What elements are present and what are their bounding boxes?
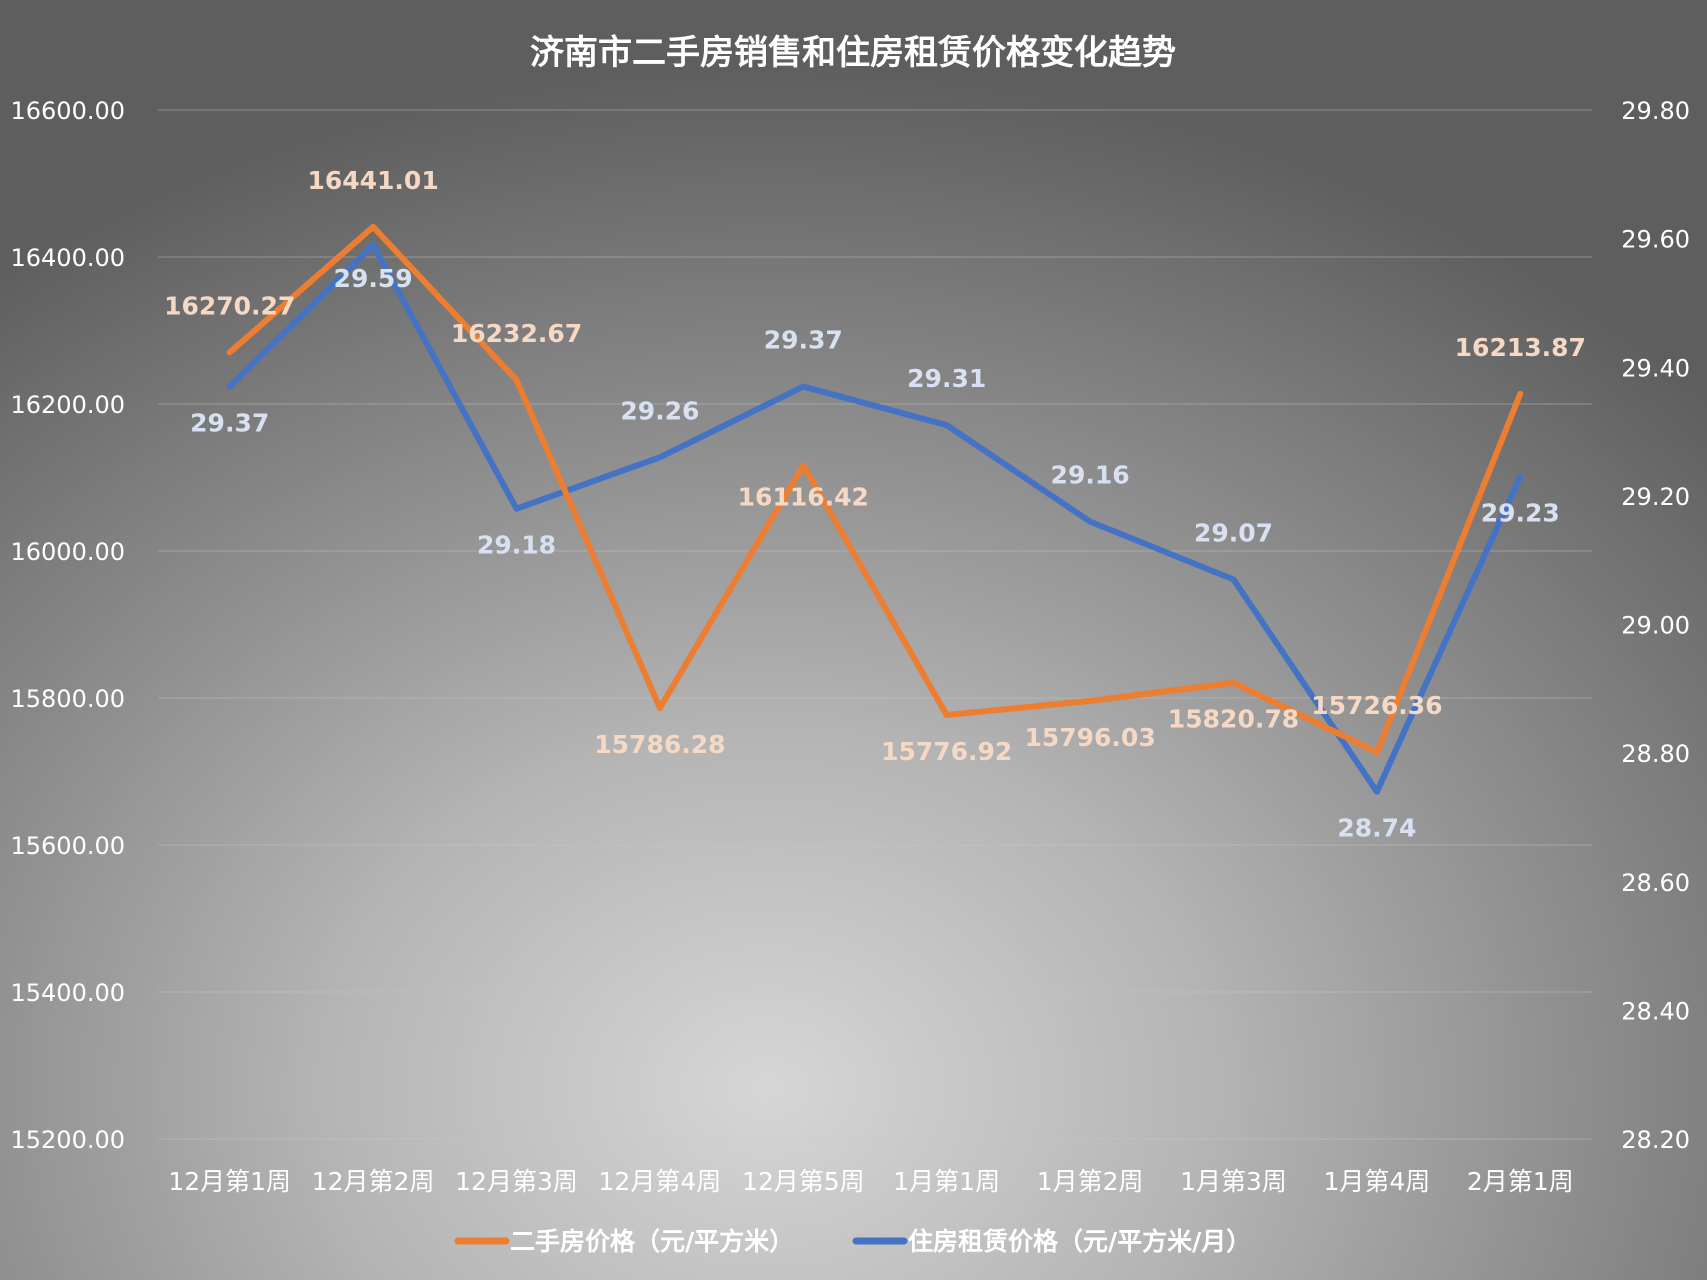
- data-label-secondhand-price: 16270.27: [164, 291, 295, 320]
- data-label-rental-price: 29.16: [1051, 461, 1130, 490]
- right-tick-label: 28.40: [1621, 997, 1690, 1025]
- left-tick-label: 16600.00: [10, 97, 125, 125]
- data-label-rental-price: 29.18: [477, 531, 556, 560]
- x-tick-label: 12月第2周: [312, 1167, 435, 1196]
- series-lines: [226, 223, 1524, 795]
- left-tick-label: 16000.00: [10, 538, 125, 566]
- right-tick-label: 28.60: [1621, 869, 1690, 897]
- data-label-rental-price: 29.26: [620, 396, 699, 425]
- left-tick-label: 15800.00: [10, 685, 125, 713]
- right-y-axis: 28.20 28.40 28.60 28.80 29.00 29.20 29.40 29.60…: [1621, 97, 1690, 1154]
- x-tick-label: 12月第3周: [455, 1167, 578, 1196]
- chart-title: 济南市二手房销售和住房租赁价格变化趋势: [530, 33, 1176, 73]
- legend-label-rental-price: 住房租赁价格（元/平方米/月）: [908, 1227, 1251, 1256]
- right-tick-label: 29.20: [1621, 483, 1690, 511]
- data-label-secondhand-price: 16441.01: [307, 166, 438, 195]
- x-tick-label: 1月第2周: [1037, 1167, 1144, 1196]
- x-tick-label: 12月第1周: [168, 1167, 291, 1196]
- data-label-secondhand-price: 15796.03: [1024, 723, 1155, 752]
- legend-label-secondhand-price: 二手房价格（元/平方米）: [510, 1227, 794, 1256]
- x-tick-label: 1月第1周: [893, 1167, 1000, 1196]
- data-label-rental-price: 29.59: [334, 264, 413, 293]
- data-label-rental-price: 29.23: [1481, 499, 1560, 528]
- left-y-axis: 15200.00 15400.00 15600.00 15800.00 16000.00…: [10, 97, 125, 1154]
- series-line-secondhand-price: [226, 223, 1524, 756]
- x-tick-label: 12月第5周: [742, 1167, 865, 1196]
- data-label-secondhand-price: 16232.67: [451, 319, 582, 348]
- right-tick-label: 29.00: [1621, 612, 1690, 640]
- x-tick-label: 1月第4周: [1323, 1167, 1430, 1196]
- right-tick-label: 29.60: [1621, 226, 1690, 254]
- left-tick-label: 15600.00: [10, 832, 125, 860]
- data-label-secondhand-price: 15786.28: [594, 730, 725, 759]
- right-tick-label: 28.20: [1621, 1126, 1690, 1154]
- data-label-secondhand-price: 15776.92: [881, 737, 1012, 766]
- left-tick-label: 15400.00: [10, 979, 125, 1007]
- right-tick-label: 29.80: [1621, 97, 1690, 125]
- data-labels: 16270.27 16441.01 16232.67 15786.28 16116.42…: [164, 166, 1586, 843]
- data-label-secondhand-price: 15820.78: [1168, 705, 1299, 734]
- x-tick-label: 1月第3周: [1180, 1167, 1287, 1196]
- x-tick-label: 12月第4周: [599, 1167, 722, 1196]
- series-line-rental-price: [226, 242, 1524, 795]
- left-tick-label: 16400.00: [10, 244, 125, 272]
- left-tick-label: 16200.00: [10, 391, 125, 419]
- data-label-rental-price: 29.37: [190, 409, 269, 438]
- data-label-rental-price: 28.74: [1337, 814, 1416, 843]
- left-tick-label: 15200.00: [10, 1126, 125, 1154]
- x-axis: 12月第1周 12月第2周 12月第3周 12月第4周 12月第5周 1月第1周 1月第2周…: [168, 1167, 1573, 1196]
- legend: 二手房价格（元/平方米） 住房租赁价格（元/平方米/月）: [454, 1227, 1251, 1256]
- data-label-secondhand-price: 16116.42: [738, 482, 869, 511]
- right-tick-label: 28.80: [1621, 740, 1690, 768]
- x-tick-label: 2月第1周: [1467, 1167, 1574, 1196]
- data-label-rental-price: 29.31: [907, 364, 986, 393]
- right-tick-label: 29.40: [1621, 354, 1690, 382]
- data-label-secondhand-price: 16213.87: [1455, 333, 1586, 362]
- data-label-rental-price: 29.37: [764, 326, 843, 355]
- data-label-secondhand-price: 15726.36: [1311, 691, 1442, 720]
- data-label-rental-price: 29.07: [1194, 518, 1273, 547]
